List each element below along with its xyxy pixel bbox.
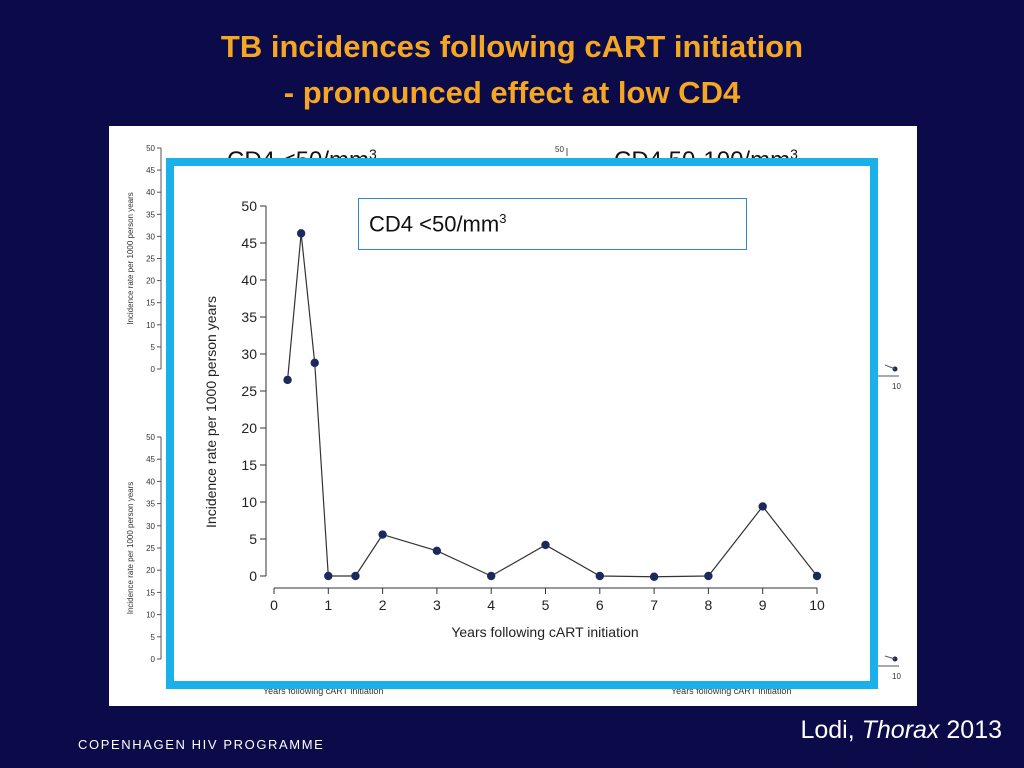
background-y-tick-label: 40 bbox=[146, 477, 155, 486]
background-right-x-tick-top: 10 bbox=[892, 382, 901, 391]
title-line-1: TB incidences following cART initiation bbox=[220, 29, 804, 64]
background-y-tick-label: 35 bbox=[146, 500, 155, 509]
background-y-tick-label: 0 bbox=[151, 655, 156, 664]
background-y-tick-label: 45 bbox=[146, 166, 155, 175]
background-y-tick-label: 20 bbox=[146, 566, 155, 575]
background-y-label: Incidence rate per 1000 person years bbox=[126, 482, 135, 615]
background-y-tick-label: 25 bbox=[146, 255, 155, 264]
background-y-tick-label: 10 bbox=[146, 321, 155, 330]
background-y-tick-label: 35 bbox=[146, 210, 155, 219]
data-point bbox=[541, 540, 550, 550]
main-chart-series bbox=[283, 229, 822, 581]
data-point bbox=[324, 571, 333, 581]
x-tick-label: 7 bbox=[650, 597, 658, 613]
series-line bbox=[286, 233, 818, 578]
background-y-tick-label: 50 bbox=[146, 144, 155, 153]
y-tick-label: 45 bbox=[241, 235, 257, 251]
y-tick-label: 25 bbox=[241, 383, 257, 399]
background-y-tick-label: 15 bbox=[146, 299, 155, 308]
data-point bbox=[310, 358, 319, 368]
y-tick-label: 15 bbox=[241, 457, 257, 473]
background-y-tick-label: 5 bbox=[151, 633, 156, 642]
y-tick-label: 20 bbox=[241, 420, 257, 436]
y-axis-label: Incidence rate per 1000 person years bbox=[203, 296, 219, 528]
data-point bbox=[812, 571, 822, 581]
background-right-line-top bbox=[884, 364, 896, 370]
x-tick-label: 0 bbox=[270, 597, 278, 613]
background-y-tick-label: 0 bbox=[151, 365, 156, 374]
background-y-tick-label: 15 bbox=[146, 588, 155, 597]
background-y-tick-label: 5 bbox=[151, 343, 156, 352]
background-y-tick-label: 30 bbox=[146, 232, 155, 241]
background-right-top-tick: 50 bbox=[555, 145, 564, 154]
slide-title: TB incidences following cART initiation … bbox=[0, 24, 1024, 116]
background-y-tick-label: 10 bbox=[146, 611, 155, 620]
data-point bbox=[432, 546, 442, 556]
x-axis-label: Years following cART initiation bbox=[451, 624, 638, 640]
y-tick-label: 30 bbox=[241, 346, 257, 362]
y-tick-label: 5 bbox=[249, 531, 257, 547]
data-point bbox=[351, 571, 360, 581]
y-tick-label: 35 bbox=[241, 309, 257, 325]
data-point bbox=[595, 571, 604, 581]
background-xlabel-left: Years following cART initiation bbox=[263, 686, 383, 696]
background-y-label: Incidence rate per 1000 person years bbox=[126, 192, 135, 325]
footer-programme: COPENHAGEN HIV PROGRAMME bbox=[78, 737, 325, 752]
citation-author: Lodi, bbox=[800, 716, 862, 744]
background-xlabel-right: Years following cART initiation bbox=[671, 686, 791, 696]
legend-label: CD4 <50/mm bbox=[369, 211, 500, 237]
x-tick-label: 1 bbox=[324, 597, 332, 613]
x-tick-label: 3 bbox=[433, 597, 441, 613]
data-point bbox=[296, 229, 306, 238]
legend-superscript: 3 bbox=[499, 211, 507, 226]
citation-year: 2013 bbox=[939, 716, 1002, 744]
background-y-tick-label: 40 bbox=[146, 188, 155, 197]
x-tick-label: 10 bbox=[809, 597, 825, 613]
x-tick-label: 5 bbox=[542, 597, 550, 613]
data-point bbox=[378, 530, 387, 539]
x-tick-label: 8 bbox=[705, 597, 713, 613]
data-point bbox=[283, 375, 292, 385]
citation: Lodi, Thorax 2013 bbox=[800, 716, 1002, 745]
data-point bbox=[758, 502, 767, 511]
data-point bbox=[649, 572, 659, 581]
y-tick-label: 50 bbox=[241, 198, 257, 214]
x-tick-label: 4 bbox=[487, 597, 495, 613]
background-y-tick-label: 25 bbox=[146, 544, 155, 553]
citation-journal: Thorax bbox=[861, 716, 940, 744]
y-tick-label: 10 bbox=[241, 494, 257, 510]
x-tick-label: 6 bbox=[596, 597, 604, 613]
background-right-line-bottom bbox=[884, 655, 896, 660]
background-y-tick-label: 30 bbox=[146, 522, 155, 531]
x-tick-label: 9 bbox=[759, 597, 767, 613]
background-y-tick-label: 45 bbox=[146, 455, 155, 464]
data-point bbox=[704, 571, 713, 581]
y-tick-label: 40 bbox=[241, 272, 257, 288]
data-point bbox=[487, 571, 496, 581]
chart-legend: CD4 <50/mm3 bbox=[358, 198, 747, 250]
y-tick-label: 0 bbox=[249, 568, 257, 584]
background-right-x-tick-bottom: 10 bbox=[892, 672, 901, 681]
background-y-tick-label: 50 bbox=[146, 433, 155, 442]
title-line-2: - pronounced effect at low CD4 bbox=[283, 75, 741, 110]
x-tick-label: 2 bbox=[379, 597, 387, 613]
background-y-tick-label: 20 bbox=[146, 277, 155, 286]
